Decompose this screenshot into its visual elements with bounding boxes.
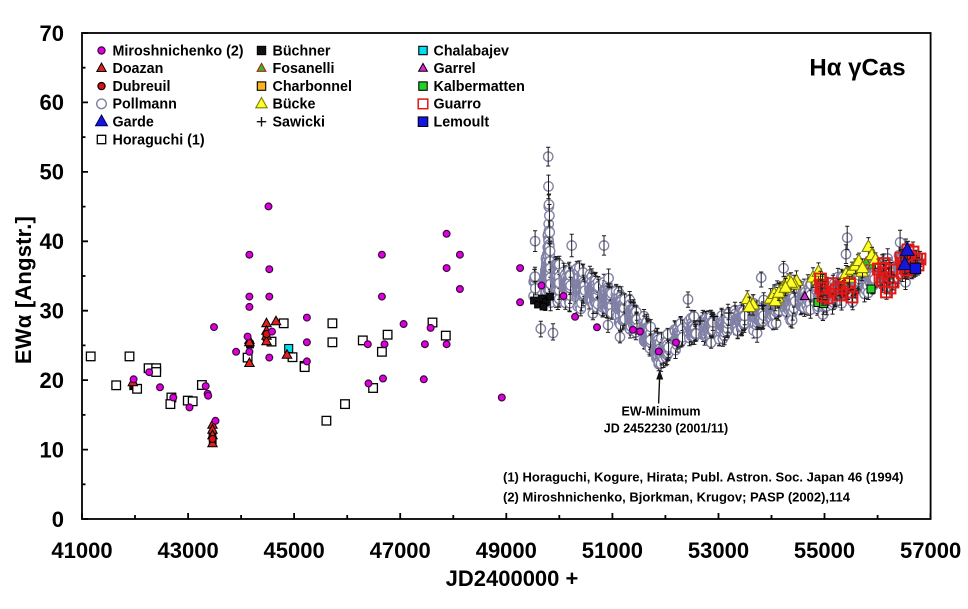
svg-text:45000: 45000 <box>264 538 325 563</box>
svg-text:EW-Minimum: EW-Minimum <box>622 405 701 419</box>
svg-text:57000: 57000 <box>900 538 961 563</box>
svg-text:Horaguchi (1): Horaguchi (1) <box>113 132 205 148</box>
svg-text:Kalbermatten: Kalbermatten <box>434 79 525 95</box>
svg-text:Doazan: Doazan <box>113 61 164 77</box>
svg-text:49000: 49000 <box>476 538 537 563</box>
svg-text:Lemoult: Lemoult <box>434 115 490 131</box>
svg-text:53000: 53000 <box>688 538 749 563</box>
svg-text:47000: 47000 <box>370 538 431 563</box>
svg-text:Bücke: Bücke <box>273 97 316 113</box>
svg-text:51000: 51000 <box>582 538 643 563</box>
svg-text:70: 70 <box>40 21 64 46</box>
svg-text:(2) Miroshnichenko, Bjorkman,: (2) Miroshnichenko, Bjorkman, Krugov; PA… <box>503 490 851 505</box>
svg-text:Garde: Garde <box>113 115 154 131</box>
svg-text:JD2400000 +: JD2400000 + <box>446 566 579 591</box>
svg-text:EWα [Angstr.]: EWα [Angstr.] <box>11 216 36 364</box>
svg-text:Chalabajev: Chalabajev <box>434 43 510 59</box>
svg-text:40: 40 <box>40 229 64 254</box>
svg-text:30: 30 <box>40 299 64 324</box>
svg-text:Guarro: Guarro <box>434 97 482 113</box>
svg-text:Garrel: Garrel <box>434 61 476 77</box>
svg-text:Charbonnel: Charbonnel <box>273 79 352 95</box>
svg-text:20: 20 <box>40 368 64 393</box>
svg-text:Büchner: Büchner <box>273 43 331 59</box>
svg-text:Sawicki: Sawicki <box>273 115 325 131</box>
svg-text:43000: 43000 <box>158 538 219 563</box>
svg-text:(1) Horaguchi, Kogure, Hirata;: (1) Horaguchi, Kogure, Hirata; Publ. Ast… <box>503 470 903 485</box>
svg-text:10: 10 <box>40 437 64 462</box>
svg-text:Fosanelli: Fosanelli <box>273 61 335 77</box>
svg-text:0: 0 <box>52 507 64 532</box>
svg-text:Dubreuil: Dubreuil <box>113 79 171 95</box>
svg-text:55000: 55000 <box>794 538 855 563</box>
svg-text:60: 60 <box>40 90 64 115</box>
svg-text:JD 2452230 (2001/11): JD 2452230 (2001/11) <box>604 422 728 436</box>
svg-text:50: 50 <box>40 160 64 185</box>
svg-text:41000: 41000 <box>51 538 112 563</box>
svg-text:Pollmann: Pollmann <box>113 97 177 113</box>
svg-text:Hα γCas: Hα γCas <box>809 55 905 82</box>
svg-text:Miroshnichenko (2): Miroshnichenko (2) <box>113 43 244 59</box>
